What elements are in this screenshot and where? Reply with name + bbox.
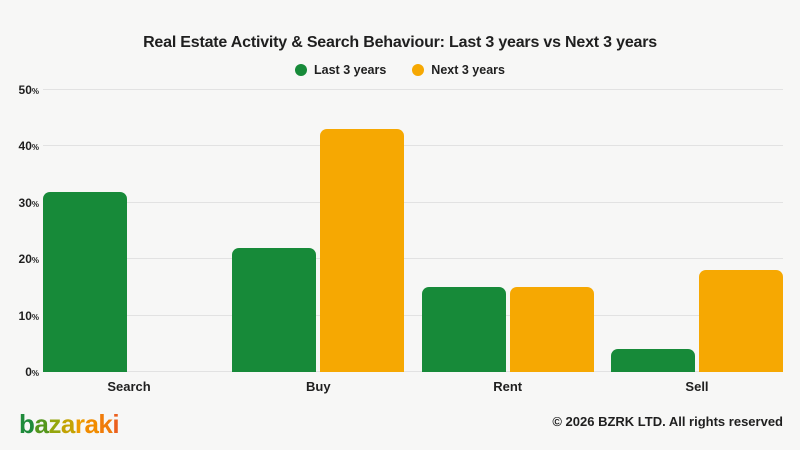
gridline-10 — [43, 314, 783, 316]
y-tick-value: 50 — [18, 83, 32, 97]
y-axis-tick-20: 20% — [3, 251, 39, 267]
y-tick-suffix: % — [31, 143, 39, 153]
category-label-search: Search — [107, 379, 151, 394]
y-tick-suffix: % — [31, 312, 39, 322]
gridline-50 — [43, 89, 783, 90]
logo-letter-0: b — [19, 409, 35, 439]
logo-letter-7: i — [112, 409, 120, 439]
legend-swatch-last-3-years — [295, 64, 308, 76]
legend-item-last-3-years: Last 3 years — [295, 63, 386, 77]
chart-title: Real Estate Activity & Search Behaviour:… — [143, 34, 657, 51]
chart-legend: Last 3 years Next 3 years — [0, 63, 800, 77]
legend-label: Next 3 years — [431, 63, 505, 77]
bazaraki-logo: bazaraki — [19, 409, 120, 439]
bar-group-buy: Buy — [232, 90, 405, 394]
bar-rent-last-3-years — [421, 287, 506, 372]
gridline-40 — [43, 145, 783, 147]
bar-chart-plot-area: 0% 10% 20% 30% 40% 50% Search Buy Rent Sell — [19, 84, 783, 394]
bar-sell-last-3-years — [610, 349, 695, 372]
bar-buy-next-3-years — [320, 129, 405, 372]
gridline-0 — [43, 371, 783, 372]
y-tick-suffix: % — [31, 87, 39, 96]
bar-sell-next-3-years — [698, 270, 783, 372]
y-tick-value: 10 — [18, 308, 32, 323]
category-label-buy: Buy — [306, 379, 331, 394]
y-tick-suffix: % — [31, 199, 39, 209]
y-tick-suffix: % — [31, 256, 39, 266]
logo-letter-6: k — [98, 409, 113, 439]
copyright-text: © 2026 BZRK LTD. All rights reserved — [552, 414, 783, 429]
bar-group-sell: Sell — [610, 90, 783, 394]
bar-buy-last-3-years — [232, 247, 317, 372]
y-axis-tick-50: 50% — [3, 82, 39, 98]
logo-letter-4: r — [74, 409, 85, 439]
y-axis-tick-40: 40% — [3, 138, 39, 154]
gridline-30 — [43, 201, 783, 203]
y-tick-value: 30 — [18, 195, 32, 210]
y-tick-suffix: % — [31, 369, 39, 378]
y-tick-value: 40 — [18, 139, 32, 154]
bar-group-search: Search — [43, 90, 215, 394]
logo-letter-5: a — [84, 409, 99, 439]
bar-search-last-3-years — [43, 191, 127, 372]
bars-container: Search Buy Rent Sell — [43, 90, 783, 394]
legend-label: Last 3 years — [314, 63, 387, 77]
legend-item-next-3-years: Next 3 years — [412, 63, 505, 77]
category-label-rent: Rent — [493, 379, 523, 394]
gridline-20 — [43, 258, 783, 260]
logo-letter-2: z — [48, 409, 61, 439]
logo-letter-3: a — [60, 409, 75, 439]
bar-rent-next-3-years — [509, 287, 594, 372]
y-axis-tick-10: 10% — [3, 308, 39, 324]
y-axis-tick-0: 0% — [3, 364, 39, 380]
legend-swatch-next-3-years — [412, 64, 425, 76]
bar-group-rent: Rent — [421, 90, 594, 394]
y-tick-value: 0 — [25, 365, 32, 379]
logo-letter-1: a — [34, 409, 49, 439]
y-tick-value: 20 — [18, 252, 32, 267]
category-label-sell: Sell — [685, 379, 709, 394]
y-axis-tick-30: 30% — [3, 195, 39, 211]
